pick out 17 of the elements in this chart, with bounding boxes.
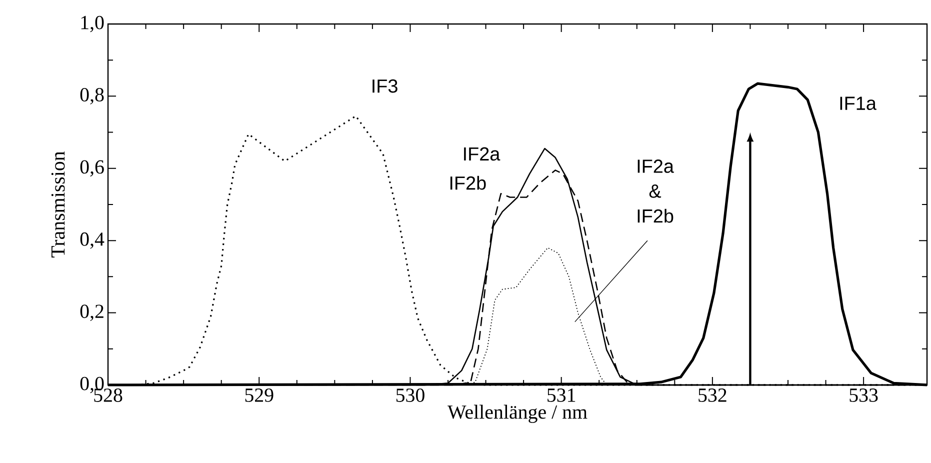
y-tick-label: 0,8 (80, 88, 104, 104)
x-tick-label: 533 (850, 388, 878, 402)
y-tick-label: 0,4 (80, 232, 104, 249)
x-axis-title: Wellenlänge / nm (448, 404, 588, 423)
y-axis-title: Transmission (51, 151, 65, 258)
y-tick-label: 0,2 (80, 304, 104, 321)
y-tick-label: 0,6 (80, 160, 104, 177)
x-tick-label: 529 (245, 388, 274, 402)
y-tick-label: 1,0 (81, 16, 104, 32)
x-tick-label: 531 (548, 388, 576, 402)
series-label: IF2a (464, 147, 500, 161)
text: IF2a & IF2b (638, 160, 674, 223)
x-tick-label: 530 (396, 388, 424, 402)
legend-label: IF1a (840, 96, 876, 110)
x-tick-label: 532 (698, 388, 726, 402)
series-label: IF3 (372, 79, 398, 93)
series-label: IF2b (450, 176, 486, 190)
